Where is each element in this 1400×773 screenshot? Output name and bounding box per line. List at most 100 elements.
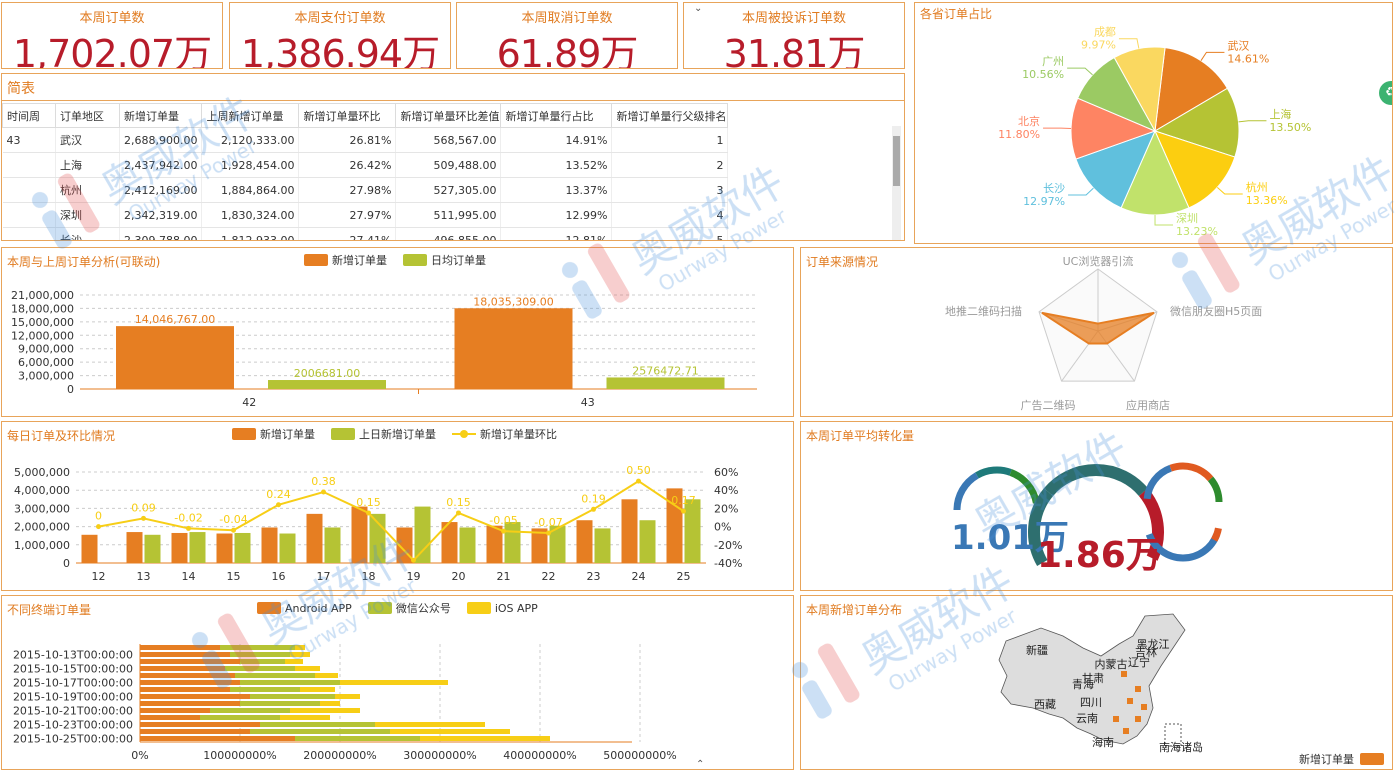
- kpi-card-complaint-orders: ⌄ 本周被投诉订单数 31.81万: [683, 2, 905, 69]
- map-country-shape: [998, 613, 1186, 745]
- bar: [594, 528, 611, 563]
- table-row[interactable]: 长沙 2,309,788.00 1,812,933.00 27.41% 496,855.…: [2, 227, 729, 240]
- table-cell: 12.99%: [500, 202, 613, 228]
- column-header[interactable]: 上周新增订单量: [201, 103, 300, 128]
- map-region-highlight: [1113, 716, 1119, 722]
- table-scrollbar[interactable]: [892, 126, 901, 240]
- bar: [234, 532, 251, 563]
- y2-tick-label: 0%: [714, 521, 731, 534]
- chart-legend: 新增订单量 日均订单量: [304, 252, 496, 268]
- column-header[interactable]: 新增订单量行占比: [500, 103, 613, 128]
- bar-data-label: 2576472.71: [632, 364, 698, 377]
- line-data-label: -0.02: [174, 511, 202, 524]
- map-region-highlight: [1121, 671, 1127, 677]
- y-tick-label: 2015-10-15T00:00:00: [13, 663, 133, 676]
- bar: [351, 506, 368, 563]
- column-header[interactable]: 新增订单量: [118, 103, 203, 128]
- side-toggle-icon[interactable]: ♻: [1379, 81, 1392, 105]
- legend-item[interactable]: 新增订单量: [232, 426, 315, 442]
- y-tick-label: 12,000,000: [11, 329, 74, 342]
- table-row[interactable]: 深圳 2,342,319.00 1,830,324.00 27.97% 511,995.…: [2, 202, 729, 228]
- terminal-bar-panel: 不同终端订单量 Android APP 微信公众号 iOS APP 0% 1000…: [1, 595, 794, 770]
- map-region-highlight: [1123, 728, 1129, 734]
- kpi-card-paid-orders: 本周支付订单数 1,386.94万: [229, 2, 451, 69]
- legend-item[interactable]: 新增订单量: [304, 252, 387, 268]
- panel-title: 本周与上周订单分析(可联动): [7, 255, 161, 269]
- legend-item[interactable]: 日均订单量: [403, 252, 486, 268]
- column-header[interactable]: 订单地区: [55, 103, 120, 128]
- table-cell: 568,567.00: [395, 127, 502, 153]
- pie-label-name: 深圳: [1176, 212, 1198, 225]
- table-row[interactable]: 上海 2,437,942.00 1,928,454.00 26.42% 509,488.…: [2, 152, 729, 178]
- column-header[interactable]: 时间周: [2, 103, 56, 128]
- stacked-bar-segment: [320, 701, 340, 706]
- pie-label-name: 北京: [1018, 114, 1040, 128]
- pie-label-name: 上海: [1269, 107, 1291, 121]
- legend-label: iOS APP: [494, 601, 538, 615]
- legend-item[interactable]: 微信公众号: [367, 600, 451, 616]
- bar: [216, 533, 233, 563]
- table-cell: [2, 227, 56, 240]
- line-point: [321, 489, 326, 495]
- bar-data-label: 2006681.00: [294, 367, 360, 380]
- table-cell: [2, 152, 56, 178]
- terminal-stacked-bar-chart: 0% 100000000% 200000000% 300000000% 40000000…: [13, 644, 677, 762]
- line-point: [681, 508, 686, 514]
- south-sea-box: [1164, 723, 1182, 747]
- table-cell: 511,995.00: [395, 202, 502, 228]
- stacked-bar-segment: [240, 659, 285, 664]
- table-cell: 2,342,319.00: [119, 202, 203, 228]
- x-tick-label: 300000000%: [403, 749, 476, 762]
- y-tick-label: 2,000,000: [14, 521, 70, 534]
- panel-title: 每日订单及环比情况: [7, 429, 116, 443]
- kpi-label: 本周支付订单数: [294, 11, 386, 26]
- pie-label-line: [1238, 120, 1267, 123]
- stacked-bar-segment: [140, 694, 250, 699]
- daily-orders-panel: 每日订单及环比情况 新增订单量 上日新增订单量 新增订单量环比 0 1,000,0…: [1, 421, 794, 591]
- legend-item[interactable]: 上日新增订单量: [331, 426, 436, 442]
- radar-indicator-label: 广告二维码: [1021, 399, 1076, 412]
- gauge-value-center: 1.86万: [1037, 535, 1162, 576]
- stacked-bar-segment: [140, 645, 220, 650]
- scrollbar-thumb[interactable]: [893, 136, 900, 186]
- table-cell: 2,309,788.00: [119, 227, 203, 240]
- table-row[interactable]: 43 武汉 2,688,900.00 2,120,333.00 26.81% 568,56…: [2, 127, 729, 153]
- legend-item[interactable]: Android APP: [257, 602, 352, 615]
- table-cell: 2,120,333.00: [201, 127, 300, 153]
- radar-indicator-label: UC浏览器引流: [1063, 254, 1134, 268]
- pie-label-value: 14.61%: [1227, 52, 1269, 65]
- table-cell: 1,928,454.00: [201, 152, 300, 178]
- table-cell: 长沙: [55, 227, 120, 240]
- stacked-bar-segment: [375, 722, 485, 727]
- expand-chevron-icon[interactable]: ⌃: [696, 759, 705, 770]
- legend-label: 新增订单量: [332, 254, 387, 267]
- table-row[interactable]: 杭州 2,412,169.00 1,884,864.00 27.98% 527,305.…: [2, 177, 729, 203]
- kpi-value: 1,386.94万: [240, 32, 440, 69]
- gauge-chart: [953, 462, 1223, 566]
- stacked-bar-segment: [420, 736, 550, 741]
- stacked-bar-segment: [140, 729, 250, 734]
- map-region-label: 青海: [1072, 677, 1094, 691]
- collapse-chevron-icon[interactable]: ⌄: [694, 3, 703, 14]
- stacked-bar-segment: [225, 666, 295, 671]
- stacked-bar-segment: [250, 694, 335, 699]
- column-header[interactable]: 新增订单量环比差值: [395, 103, 502, 128]
- map-region-highlight: [1141, 704, 1147, 710]
- x-tick-label: 23: [587, 570, 601, 583]
- table-cell: 14.91%: [500, 127, 613, 153]
- column-header[interactable]: 新增订单量环比: [298, 103, 397, 128]
- pie-label-line: [1216, 186, 1243, 195]
- pie-label-line: [1067, 67, 1093, 76]
- week-bar-chart: 03,000,0006,000,0009,000,00012,000,00015…: [11, 289, 757, 409]
- legend-item[interactable]: iOS APP: [466, 601, 538, 615]
- pie-label-line: [1118, 38, 1140, 49]
- table-cell: 496,855.00: [395, 227, 502, 240]
- legend-item[interactable]: 新增订单量环比: [452, 426, 557, 442]
- pie-slice: [1154, 47, 1229, 132]
- table-cell: 杭州: [55, 177, 120, 203]
- map-region-label: 新疆: [1026, 643, 1048, 657]
- table-cell: 上海: [55, 152, 120, 178]
- bar: [639, 520, 656, 563]
- column-header[interactable]: 新增订单量行父级排名: [611, 103, 729, 128]
